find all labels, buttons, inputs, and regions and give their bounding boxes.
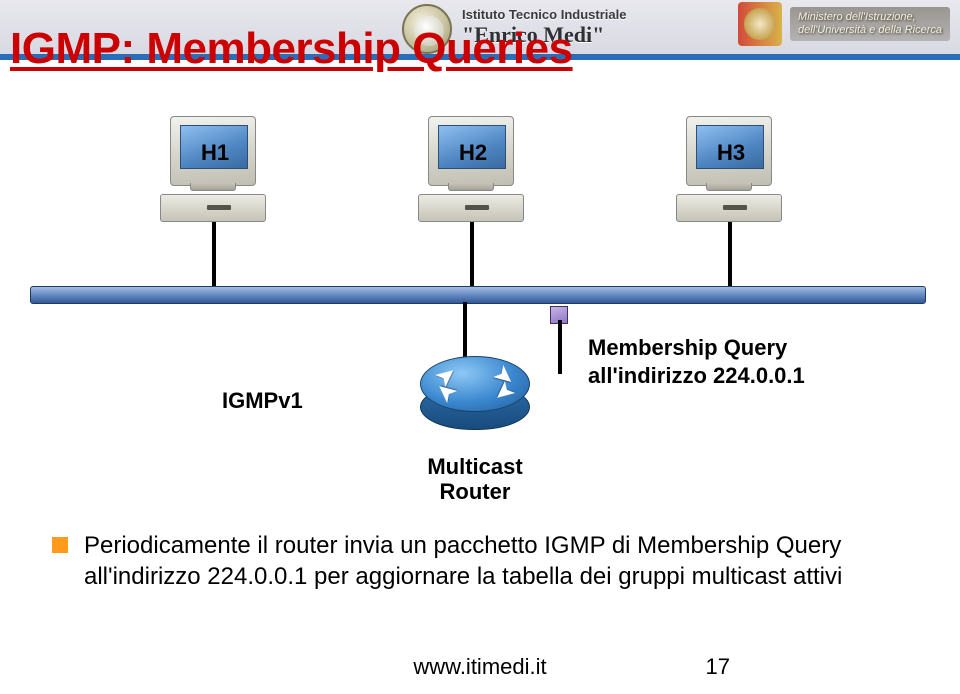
- igmp-version-label: IGMPv1: [222, 388, 303, 414]
- system-unit-icon: [160, 194, 266, 222]
- drive-slot-icon: [465, 205, 489, 210]
- multicast-router: ➤ ➤ ➤ ➤ Multicast Router: [410, 356, 540, 505]
- router-uplink-cable: [463, 302, 467, 360]
- ministry-block: Ministero dell'Istruzione, dell'Universi…: [738, 2, 950, 46]
- monitor-base-icon: [706, 183, 752, 191]
- host-cable: [470, 222, 474, 288]
- host-computer: H2: [418, 116, 528, 226]
- system-unit-icon: [418, 194, 524, 222]
- host-label: H2: [418, 140, 528, 166]
- drive-slot-icon: [207, 205, 231, 210]
- host-cable: [728, 222, 732, 288]
- monitor-base-icon: [448, 183, 494, 191]
- bullet-text: Periodicamente il router invia un pacche…: [84, 530, 920, 592]
- ministry-line2: dell'Università e della Ricerca: [798, 24, 942, 37]
- router-icon: ➤ ➤ ➤ ➤: [420, 356, 530, 446]
- flag-emblem-icon: [738, 2, 782, 46]
- host-label: H3: [676, 140, 786, 166]
- slide-footer: www.itimedi.it 17: [0, 654, 960, 680]
- router-label-line2: Router: [410, 479, 540, 504]
- router-label: Multicast Router: [410, 454, 540, 505]
- system-unit-icon: [676, 194, 782, 222]
- mq-line2: all'indirizzo 224.0.0.1: [588, 362, 805, 390]
- network-bus: [30, 286, 926, 304]
- ministry-line1: Ministero dell'Istruzione,: [798, 11, 942, 24]
- membership-query-text: Membership Query all'indirizzo 224.0.0.1: [588, 334, 805, 389]
- monitor-base-icon: [190, 183, 236, 191]
- mq-arrow-line: [558, 320, 562, 374]
- school-line1: Istituto Tecnico Industriale: [462, 7, 626, 22]
- host-computer: H3: [676, 116, 786, 226]
- bullet-square-icon: [52, 537, 68, 553]
- host-computer: H1: [160, 116, 270, 226]
- router-label-line1: Multicast: [410, 454, 540, 479]
- host-cable: [212, 222, 216, 288]
- footer-page-number: 17: [706, 654, 730, 680]
- host-label: H1: [160, 140, 270, 166]
- ministry-text: Ministero dell'Istruzione, dell'Universi…: [790, 7, 950, 40]
- drive-slot-icon: [723, 205, 747, 210]
- footer-site: www.itimedi.it: [413, 654, 546, 679]
- mq-line1: Membership Query: [588, 334, 805, 362]
- slide-title: IGMP: Membership Queries: [10, 24, 573, 74]
- bullet-row: Periodicamente il router invia un pacche…: [52, 530, 920, 592]
